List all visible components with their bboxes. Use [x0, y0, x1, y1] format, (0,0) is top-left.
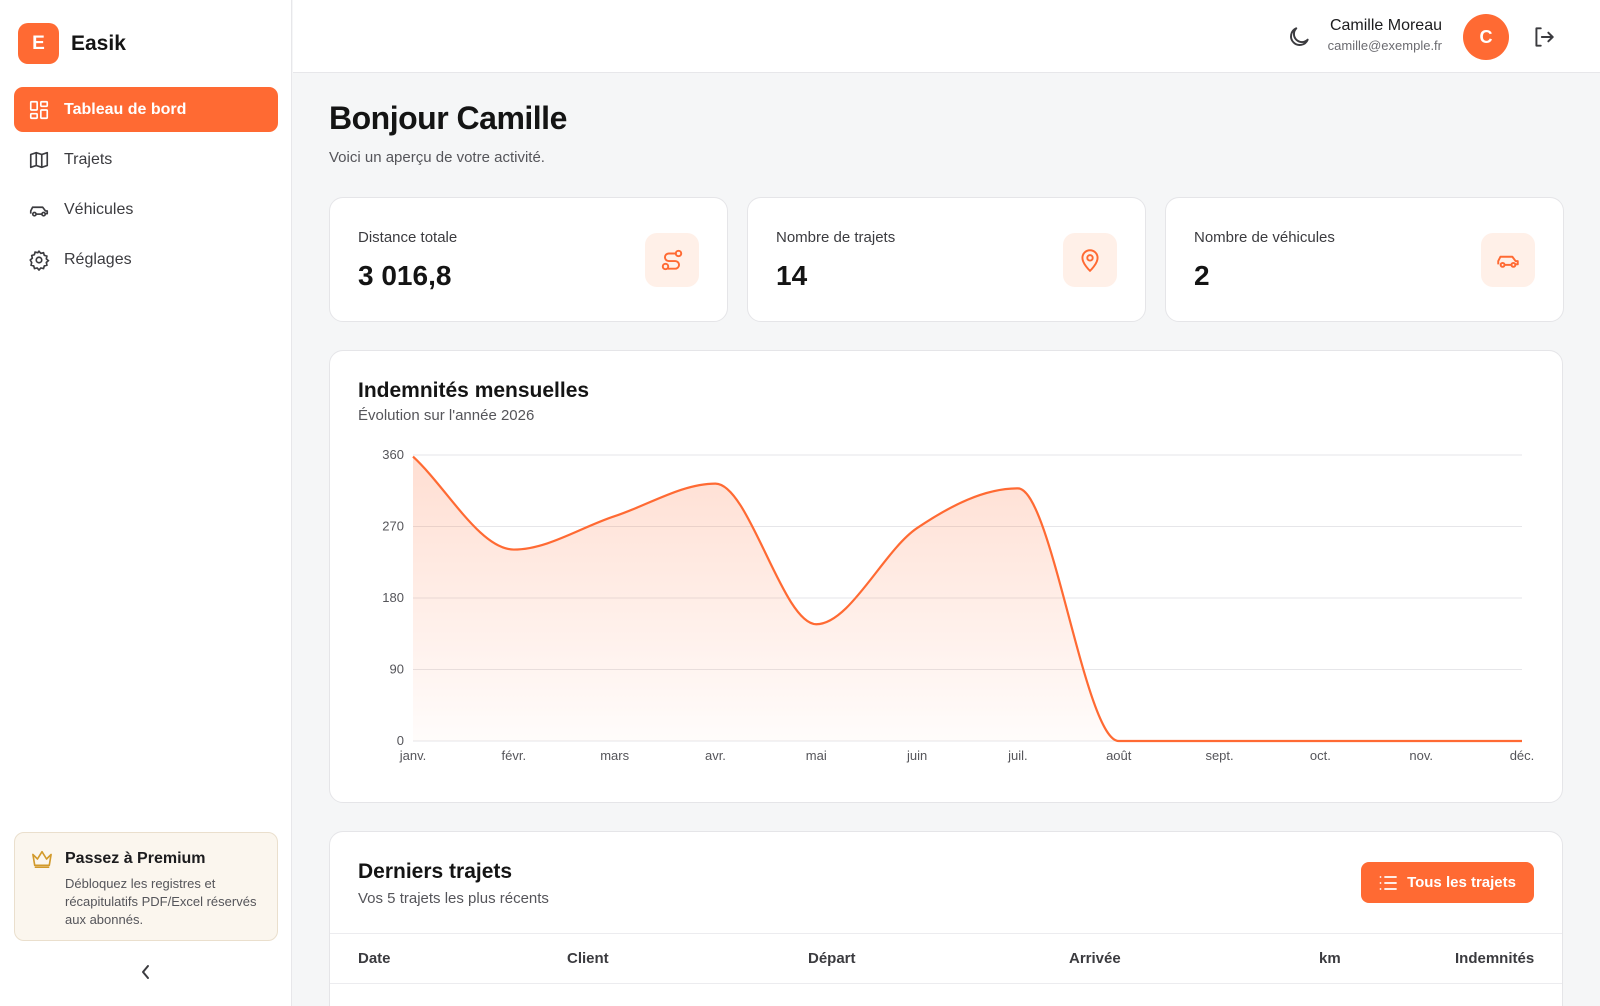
- sidebar-item-label: Réglages: [64, 250, 132, 268]
- crown-icon: [32, 850, 52, 868]
- column-header-indemnites[interactable]: Indemnités: [1455, 950, 1535, 967]
- column-header-client[interactable]: Client: [567, 950, 609, 967]
- x-tick-label: févr.: [502, 748, 527, 763]
- sidebar-item-label: Tableau de bord: [64, 100, 187, 118]
- stat-card-distance: Distance totale 3 016,8: [329, 197, 728, 322]
- theme-toggle-button[interactable]: [1286, 24, 1312, 50]
- user-email: camille@exemple.fr: [1327, 38, 1442, 53]
- column-header-date[interactable]: Date: [358, 950, 391, 967]
- logout-button[interactable]: [1531, 24, 1557, 50]
- logout-icon: [1535, 27, 1554, 47]
- car-icon: [1497, 255, 1519, 268]
- chart-line: [412, 455, 1522, 743]
- all-trips-button-label: Tous les trajets: [1407, 874, 1516, 891]
- premium-text: Débloquez les registres et récapitulatif…: [65, 876, 257, 927]
- x-tick-label: janv.: [399, 748, 427, 763]
- x-tick-label: juil.: [1007, 748, 1028, 763]
- x-tick-label: mai: [806, 748, 827, 763]
- y-tick-label: 360: [382, 447, 404, 462]
- x-tick-label: juin: [906, 748, 927, 763]
- y-tick-label: 180: [382, 590, 404, 605]
- recent-trips-card: Derniers trajets Vos 5 trajets les plus …: [329, 831, 1563, 1006]
- dashboard-icon: [29, 100, 49, 119]
- stat-icon-box: [1481, 233, 1535, 287]
- sidebar-item-label: Véhicules: [64, 200, 134, 218]
- map-pin-icon: [1081, 249, 1099, 273]
- brand[interactable]: E Easik: [18, 23, 126, 64]
- stat-card-vehicules: Nombre de véhicules 2: [1165, 197, 1564, 322]
- brand-logo: E: [18, 23, 59, 64]
- premium-title: Passez à Premium: [65, 850, 206, 867]
- user-name: Camille Moreau: [1329, 17, 1442, 34]
- premium-banner[interactable]: Passez à Premium Débloquez les registres…: [14, 832, 278, 941]
- top-bar: Camille Moreau camille@exemple.fr C: [293, 0, 1600, 73]
- chart-title: Indemnités mensuelles: [358, 379, 590, 402]
- sidebar-item-reglages[interactable]: Réglages: [14, 237, 278, 282]
- brand-name: Easik: [71, 31, 126, 55]
- page-subtitle: Voici un aperçu de votre activité.: [329, 149, 545, 166]
- stat-label: Nombre de trajets: [776, 229, 896, 246]
- car-icon: [29, 205, 49, 217]
- area-chart: 0 90 180 270 360 janv. févr. mars avr. mai juin ju…: [382, 447, 1535, 763]
- sidebar: E Easik Tableau de bord Trajets Véhicule…: [0, 0, 292, 1006]
- column-header-depart[interactable]: Départ: [808, 950, 856, 967]
- column-header-km[interactable]: km: [1319, 950, 1341, 967]
- trips-subtitle: Vos 5 trajets les plus récents: [358, 890, 549, 907]
- table-header: Date Client Départ Arrivée km Indemnités: [330, 933, 1562, 984]
- gear-icon: [29, 249, 50, 271]
- chart-area-fill: [413, 456, 1522, 741]
- sidebar-item-trajets[interactable]: Trajets: [14, 137, 278, 182]
- stat-value: 2: [1194, 260, 1210, 291]
- chart-subtitle: Évolution sur l'année 2026: [358, 407, 535, 424]
- moon-icon: [1290, 27, 1309, 46]
- map-icon: [29, 151, 49, 168]
- column-header-arrivee[interactable]: Arrivée: [1069, 950, 1121, 967]
- stat-value: 14: [776, 260, 808, 291]
- x-tick-label: déc.: [1510, 748, 1535, 763]
- list-icon: [1379, 875, 1397, 890]
- stat-label: Distance totale: [358, 229, 458, 246]
- sidebar-item-vehicules[interactable]: Véhicules: [14, 187, 278, 232]
- sidebar-nav: Tableau de bord Trajets Véhicules Réglag…: [14, 87, 278, 287]
- avatar[interactable]: C: [1463, 14, 1509, 60]
- x-tick-label: sept.: [1205, 748, 1233, 763]
- sidebar-item-dashboard[interactable]: Tableau de bord: [14, 87, 278, 132]
- x-tick-label: août: [1106, 748, 1132, 763]
- stat-icon-box: [645, 233, 699, 287]
- user-info: Camille Moreau camille@exemple.fr: [1328, 17, 1442, 53]
- chevron-left-icon: [142, 965, 149, 979]
- stat-card-trajets: Nombre de trajets 14: [747, 197, 1146, 322]
- y-tick-label: 90: [390, 662, 404, 677]
- trips-title: Derniers trajets: [358, 860, 513, 883]
- stat-icon-box: [1063, 233, 1117, 287]
- stat-label: Nombre de véhicules: [1194, 229, 1335, 246]
- x-tick-label: avr.: [705, 748, 726, 763]
- y-tick-label: 270: [382, 519, 404, 534]
- y-tick-label: 0: [397, 733, 404, 748]
- page-title: Bonjour Camille: [329, 100, 567, 136]
- x-tick-label: mars: [600, 748, 629, 763]
- sidebar-item-label: Trajets: [64, 150, 113, 168]
- collapse-sidebar-button[interactable]: [136, 962, 156, 982]
- all-trips-button[interactable]: Tous les trajets: [1361, 862, 1534, 903]
- x-tick-label: oct.: [1310, 748, 1331, 763]
- route-icon: [661, 249, 683, 271]
- chart-card: 0 90 180 270 360 janv. févr. mars avr. mai juin ju…: [329, 350, 1563, 803]
- x-tick-label: nov.: [1409, 748, 1433, 763]
- stat-value: 3 016,8: [358, 260, 452, 291]
